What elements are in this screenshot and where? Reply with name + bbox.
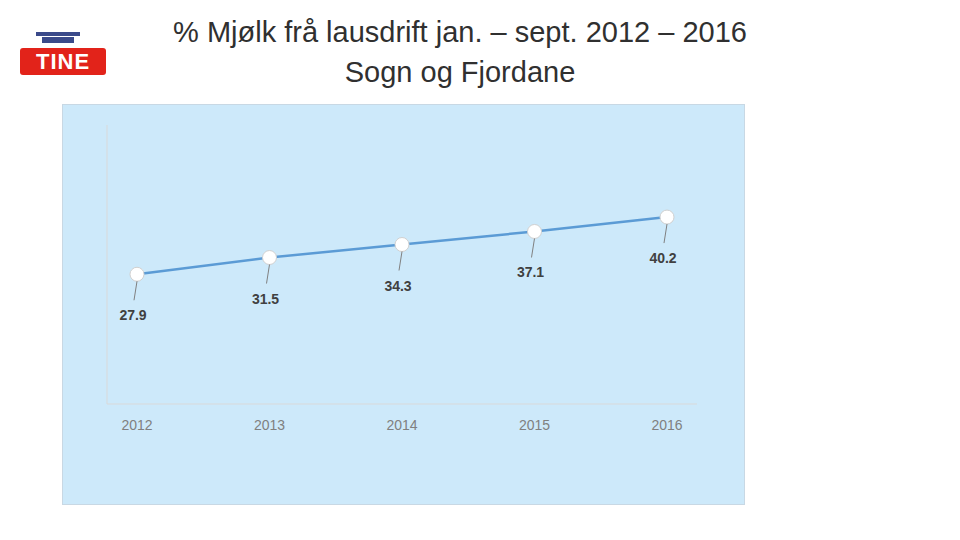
svg-text:27.9: 27.9 (119, 307, 146, 323)
svg-text:40.2: 40.2 (649, 250, 676, 266)
svg-text:2013: 2013 (254, 417, 285, 433)
svg-text:2014: 2014 (386, 417, 417, 433)
svg-text:2012: 2012 (121, 417, 152, 433)
html-text:TINE: TINE (35, 49, 91, 74)
svg-text:2015: 2015 (519, 417, 550, 433)
html-text:% Mjølk frå lausdrift jan. – s: % Mjølk frå lausdrift jan. – sept. 2012 … (173, 16, 747, 88)
svg-text:2016: 2016 (651, 417, 682, 433)
svg-text:31.5: 31.5 (252, 291, 279, 307)
svg-text:34.3: 34.3 (384, 278, 411, 294)
svg-text:37.1: 37.1 (517, 264, 544, 280)
